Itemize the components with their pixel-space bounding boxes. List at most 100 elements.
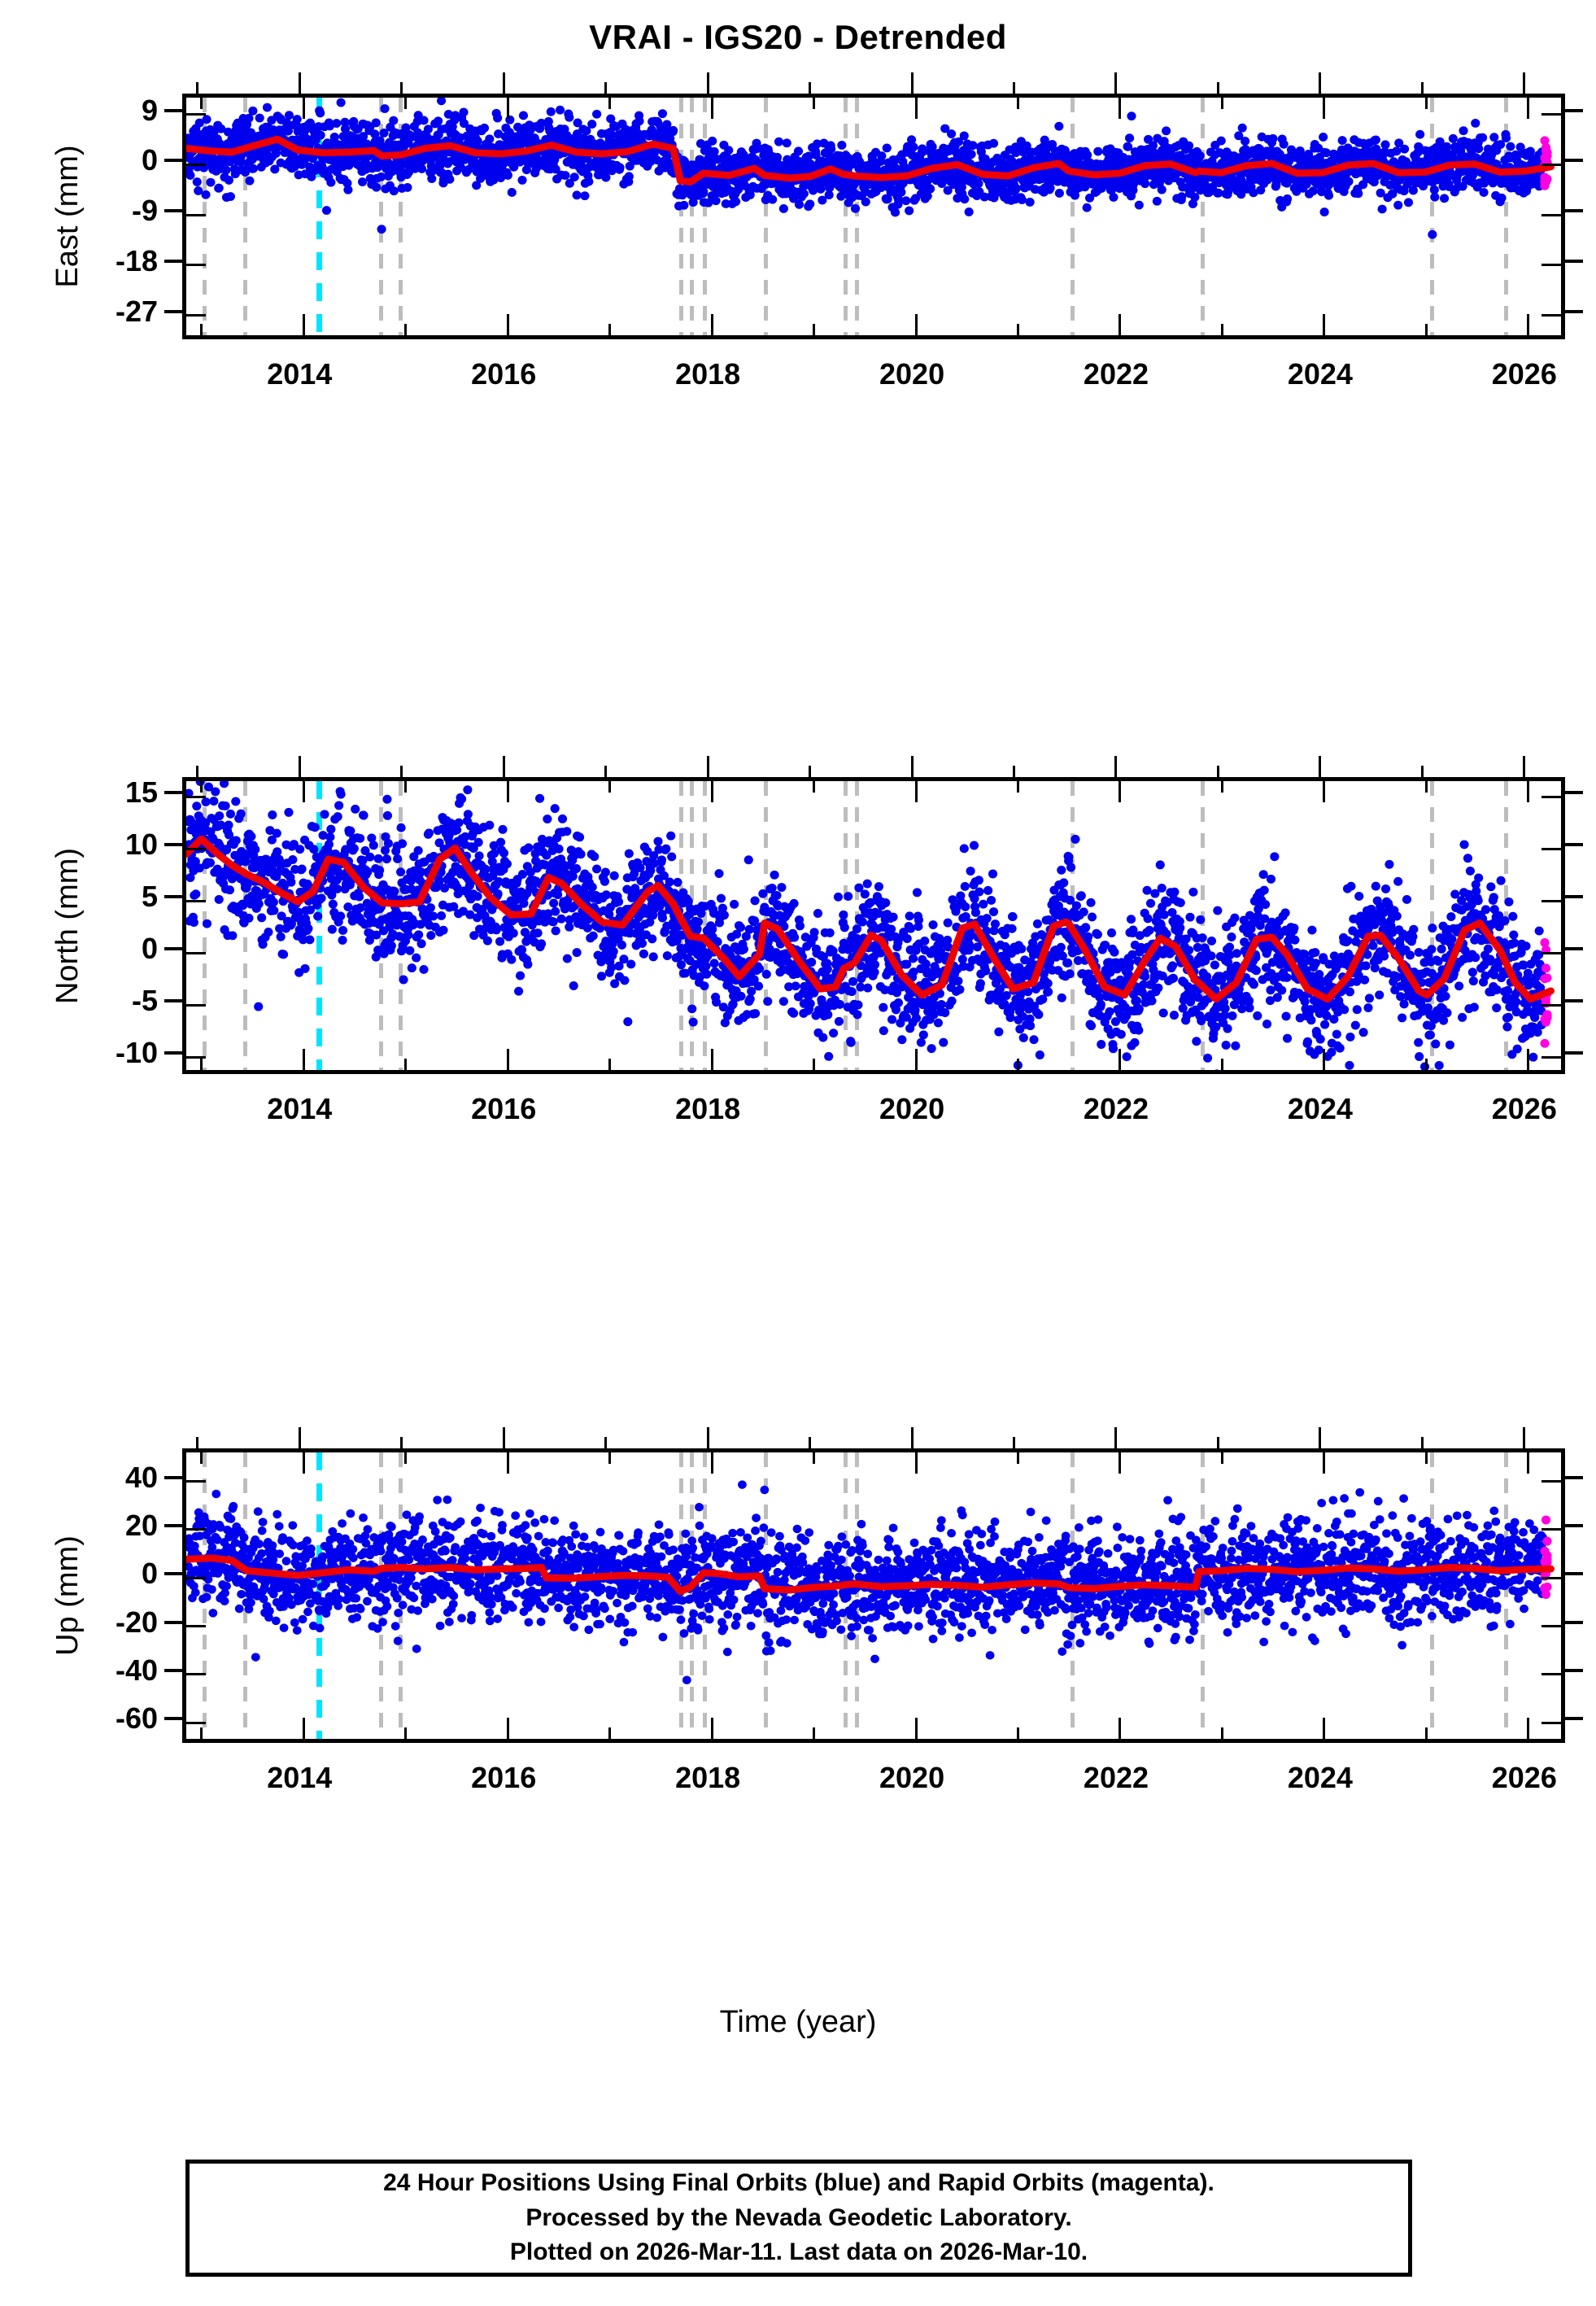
plot-frame-east xyxy=(182,94,1565,339)
y-tick-label: -20 xyxy=(115,1605,158,1639)
y-tick-outer xyxy=(164,895,182,899)
x-tick xyxy=(914,314,918,335)
y-tick-outer xyxy=(164,309,182,313)
x-tick xyxy=(1424,781,1428,793)
y-tick xyxy=(186,213,206,216)
y-tick-outer xyxy=(1565,1523,1583,1527)
x-tick xyxy=(506,781,509,802)
x-tick-outer xyxy=(706,1427,709,1448)
offset-line xyxy=(203,98,207,335)
y-tick xyxy=(1541,951,1561,954)
legend-caption-box: 24 Hour Positions Using Final Orbits (bl… xyxy=(185,2160,1412,2277)
x-tick xyxy=(1119,781,1122,802)
x-tick xyxy=(1220,1727,1223,1739)
x-tick xyxy=(1323,781,1326,802)
x-tick xyxy=(200,1452,203,1464)
data-layer-up xyxy=(186,1480,1555,1685)
x-tick xyxy=(1220,324,1223,335)
y-tick-label: 0 xyxy=(141,1557,158,1591)
x-tick xyxy=(1220,1059,1223,1070)
x-tick xyxy=(813,98,816,109)
y-tick-outer xyxy=(164,159,182,163)
y-tick xyxy=(186,163,206,166)
x-tick xyxy=(914,98,918,119)
offset-line xyxy=(854,1452,859,1739)
y-tick xyxy=(1541,1625,1561,1628)
y-tick-outer xyxy=(164,843,182,847)
x-tick xyxy=(1323,1049,1326,1070)
offset-line xyxy=(1201,98,1206,335)
x-tick-outer xyxy=(604,1437,608,1448)
page-title: VRAI - IGS20 - Detrended xyxy=(589,18,1007,56)
y-tick xyxy=(1541,1528,1561,1531)
x-tick-outer xyxy=(1013,1437,1015,1448)
x-tick-label: 2014 xyxy=(267,357,333,391)
y-tick-label: -9 xyxy=(131,194,158,228)
data-layer-east xyxy=(186,98,1555,239)
y-tick-outer xyxy=(1565,209,1583,213)
x-tick-outer xyxy=(706,756,709,777)
y-tick xyxy=(186,951,206,954)
x-tick-outer xyxy=(706,72,709,94)
y-tick xyxy=(186,1055,206,1059)
x-tick xyxy=(506,314,509,335)
y-tick xyxy=(1541,1055,1561,1059)
x-tick xyxy=(1424,98,1428,109)
x-tick xyxy=(608,1059,612,1070)
x-tick-outer xyxy=(1523,72,1526,94)
x-tick xyxy=(1017,1727,1019,1739)
plot-frame-north xyxy=(182,777,1565,1074)
y-tick xyxy=(1541,264,1561,267)
y-tick xyxy=(186,1480,206,1483)
offset-line xyxy=(398,1452,403,1739)
x-tick xyxy=(1527,1718,1530,1739)
y-tick-label: 40 xyxy=(124,1460,158,1494)
y-tick-outer xyxy=(1565,1668,1583,1672)
x-tick-label: 2018 xyxy=(675,1761,741,1794)
y-tick-label: 0 xyxy=(141,143,158,177)
x-tick-outer xyxy=(1216,766,1219,777)
y-tick-label: -10 xyxy=(115,1036,158,1070)
offset-line xyxy=(398,98,403,335)
x-tick-label: 2014 xyxy=(267,1092,333,1125)
offset-line xyxy=(689,98,694,335)
caption-line-2: Processed by the Nevada Geodetic Laborat… xyxy=(525,2203,1072,2231)
y-tick-outer xyxy=(1565,1620,1583,1624)
y-tick xyxy=(1541,314,1561,317)
y-tick xyxy=(1541,1721,1561,1724)
y-tick xyxy=(1541,1003,1561,1007)
offset-line xyxy=(702,98,707,335)
x-tick xyxy=(1424,1452,1428,1464)
x-tick-outer xyxy=(1216,1437,1219,1448)
y-tick xyxy=(186,113,206,116)
offset-line xyxy=(1503,98,1508,335)
x-tick-outer xyxy=(1319,1427,1322,1448)
x-tick-outer xyxy=(604,766,608,777)
x-tick xyxy=(608,1452,612,1464)
x-tick-outer xyxy=(298,72,301,94)
x-tick-outer xyxy=(400,1437,403,1448)
x-tick xyxy=(1119,1049,1122,1070)
panel-up xyxy=(182,1448,1565,1743)
x-tick-label: 2026 xyxy=(1491,1092,1557,1125)
x-tick xyxy=(710,781,713,802)
x-tick xyxy=(200,98,203,109)
x-tick-label: 2024 xyxy=(1287,1092,1353,1125)
y-tick-outer xyxy=(1565,791,1583,795)
x-tick xyxy=(404,1452,408,1464)
y-tick-outer xyxy=(1565,1051,1583,1055)
y-tick-outer xyxy=(1565,108,1583,112)
offset-line xyxy=(379,98,384,335)
y-axis-title-north: North (mm) xyxy=(50,847,85,1004)
y-tick-label: 0 xyxy=(141,932,158,966)
x-tick-label: 2022 xyxy=(1083,1761,1149,1794)
x-tick-outer xyxy=(502,756,505,777)
y-tick-label: -60 xyxy=(115,1701,158,1736)
x-tick xyxy=(1424,1727,1428,1739)
x-tick xyxy=(200,324,203,335)
x-tick xyxy=(710,98,713,119)
x-tick-outer xyxy=(910,756,914,777)
x-tick-label: 2024 xyxy=(1287,357,1353,391)
x-tick-outer xyxy=(1013,766,1015,777)
x-tick xyxy=(914,1452,918,1474)
